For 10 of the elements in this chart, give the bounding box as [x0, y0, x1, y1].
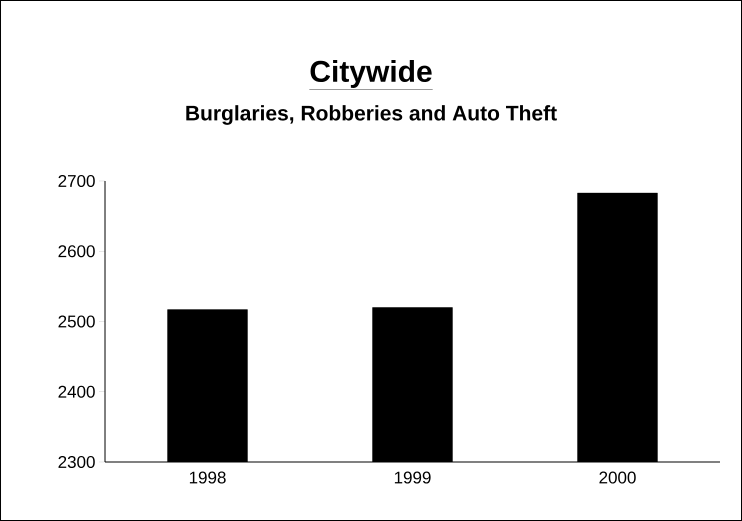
chart-subtitle: Burglaries, Robberies and Auto Theft	[186, 105, 557, 125]
x-tick-label: 2000	[599, 472, 636, 484]
y-tick-label: 2700	[58, 174, 95, 188]
x-tick-label: 1998	[190, 472, 226, 484]
y-tick-label: 2600	[58, 245, 95, 258]
chart-title: Citywide	[310, 60, 432, 88]
y-tick-label: 2500	[58, 315, 95, 328]
y-tick-label: 2400	[58, 386, 95, 398]
y-tick-label: 2300	[58, 456, 95, 468]
x-tick-label: 1999	[394, 472, 431, 484]
